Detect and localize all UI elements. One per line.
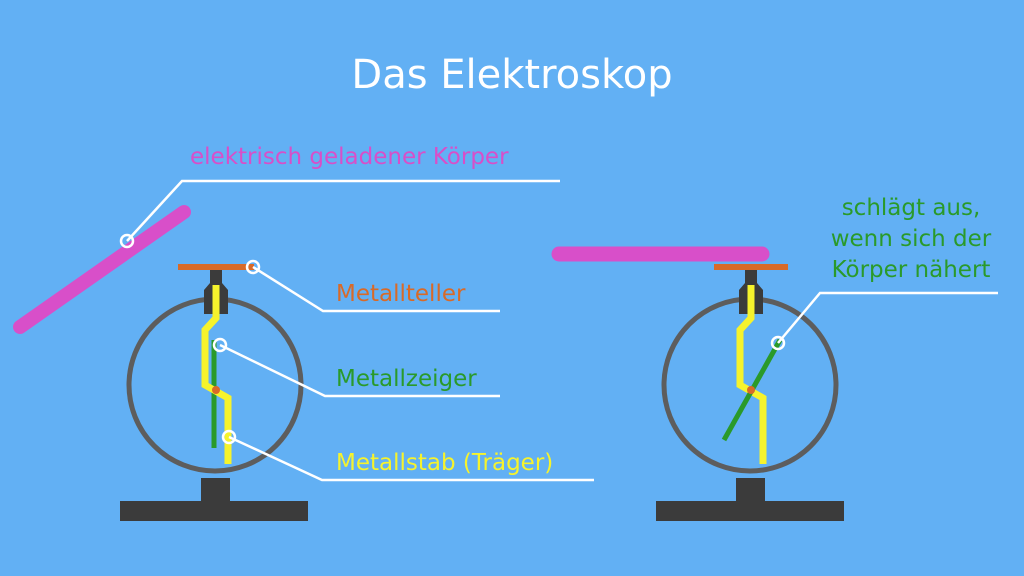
label-metal-pointer: Metallzeiger (336, 366, 477, 392)
electroscope-right (656, 264, 844, 521)
label-deflection: schlägt aus, wenn sich der Körper nähert (806, 193, 1016, 286)
metal-plate-right (714, 264, 788, 270)
metal-plate-left (178, 264, 254, 270)
electroscope-left (120, 264, 308, 521)
stand-neck-right (736, 478, 765, 502)
marker-metal-plate (245, 259, 261, 275)
pivot-right (747, 386, 755, 394)
label-deflection-line-3: Körper nähert (831, 257, 991, 283)
leader-metal-pointer (219, 343, 500, 398)
label-metal-rod: Metallstab (Träger) (336, 450, 554, 476)
page-title: Das Elektroskop (351, 52, 673, 98)
marker-charged-body (119, 233, 135, 249)
leader-lines (119, 179, 998, 482)
stand-base-right (656, 501, 844, 521)
label-metal-plate: Metallteller (336, 281, 466, 307)
leader-metal-plate (252, 265, 500, 313)
metal-rod-left (201, 285, 232, 464)
metal-rod-right (736, 285, 767, 464)
leader-charged-body (126, 179, 560, 242)
marker-deflection (770, 335, 786, 351)
label-charged-body: elektrisch geladener Körper (190, 144, 509, 170)
marker-metal-rod (221, 429, 237, 445)
leader-deflection (777, 291, 998, 344)
stand-base-left (120, 501, 308, 521)
label-deflection-line-1: schlägt aus, (841, 195, 981, 221)
charged-body-left (13, 205, 191, 334)
label-deflection-line-2: wenn sich der (830, 226, 992, 252)
housing-ring-right (661, 296, 839, 474)
leader-metal-rod (228, 435, 594, 482)
pivot-left (212, 386, 220, 394)
marker-metal-pointer (212, 337, 228, 353)
stand-neck-left (201, 478, 230, 502)
